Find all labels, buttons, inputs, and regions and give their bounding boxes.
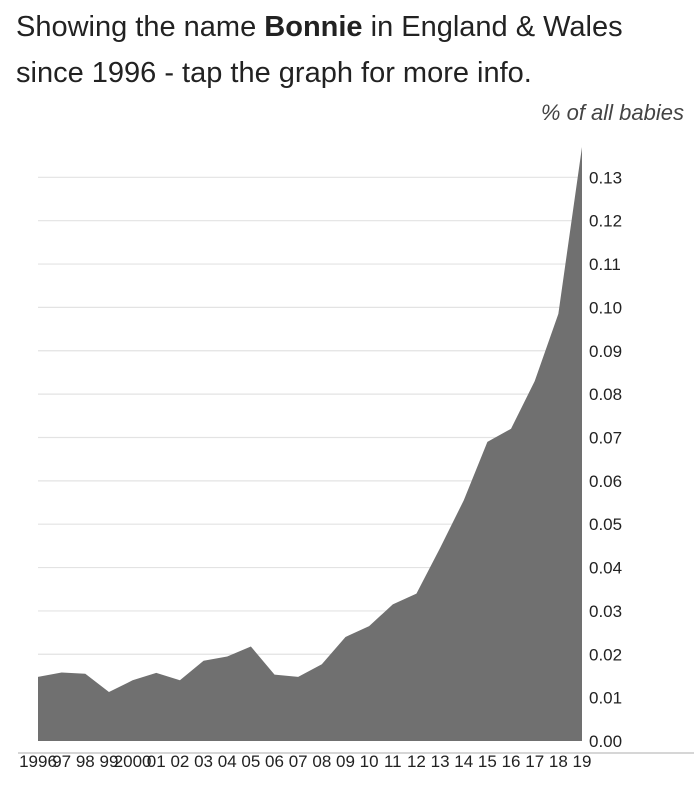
y-tick-label: 0.04 <box>589 559 622 578</box>
x-tick-label: 01 <box>147 752 166 771</box>
x-tick-label: 03 <box>194 752 213 771</box>
x-tick-label: 10 <box>360 752 379 771</box>
x-tick-label: 98 <box>76 752 95 771</box>
y-axis-unit-label: % of all babies <box>540 100 684 125</box>
y-tick-label: 0.11 <box>589 255 621 274</box>
x-tick-label: 05 <box>241 752 260 771</box>
y-tick-label: 0.03 <box>589 602 622 621</box>
x-tick-label: 18 <box>549 752 568 771</box>
x-tick-label: 08 <box>312 752 331 771</box>
area-series[interactable] <box>38 146 582 742</box>
x-tick-label: 97 <box>52 752 71 771</box>
y-tick-label: 0.05 <box>589 515 622 534</box>
x-tick-label: 2000 <box>114 752 152 771</box>
x-tick-label: 07 <box>289 752 308 771</box>
x-tick-label: 06 <box>265 752 284 771</box>
x-tick-label: 99 <box>99 752 118 771</box>
popularity-chart[interactable]: 0.00 0.01 0.02 0.03 0.04 0.05 0.06 0.07 0.08 0.09… <box>0 130 694 790</box>
baby-name: Bonnie <box>264 11 363 43</box>
y-tick-label: 0.08 <box>589 385 622 404</box>
x-tick-label: 12 <box>407 752 426 771</box>
x-tick-label: 11 <box>384 752 402 771</box>
y-tick-label: 0.06 <box>589 472 622 491</box>
headline-suffix: in England & Wales since 1996 - tap the … <box>16 11 623 89</box>
y-tick-label: 0.10 <box>589 298 622 317</box>
x-tick-label: 16 <box>502 752 521 771</box>
x-tick-label: 04 <box>218 752 237 771</box>
chart-headline: Showing the name Bonnie in England & Wal… <box>16 4 688 96</box>
x-tick-label: 14 <box>454 752 473 771</box>
y-tick-label: 0.02 <box>589 645 622 664</box>
x-tick-label: 17 <box>525 752 544 771</box>
y-tick-label: 0.12 <box>589 212 622 231</box>
y-tick-label: 0.01 <box>589 689 622 708</box>
x-tick-label: 1996 <box>19 752 57 771</box>
x-tick-label: 09 <box>336 752 355 771</box>
x-tick-label: 02 <box>170 752 189 771</box>
x-tick-label: 15 <box>478 752 497 771</box>
y-tick-label: 0.09 <box>589 342 622 361</box>
x-tick-label: 13 <box>431 752 450 771</box>
y-tick-label: 0.07 <box>589 428 622 447</box>
y-tick-label: 0.00 <box>589 732 622 751</box>
y-tick-label: 0.13 <box>589 168 622 187</box>
x-tick-label: 19 <box>573 752 592 771</box>
headline-prefix: Showing the name <box>16 11 265 43</box>
